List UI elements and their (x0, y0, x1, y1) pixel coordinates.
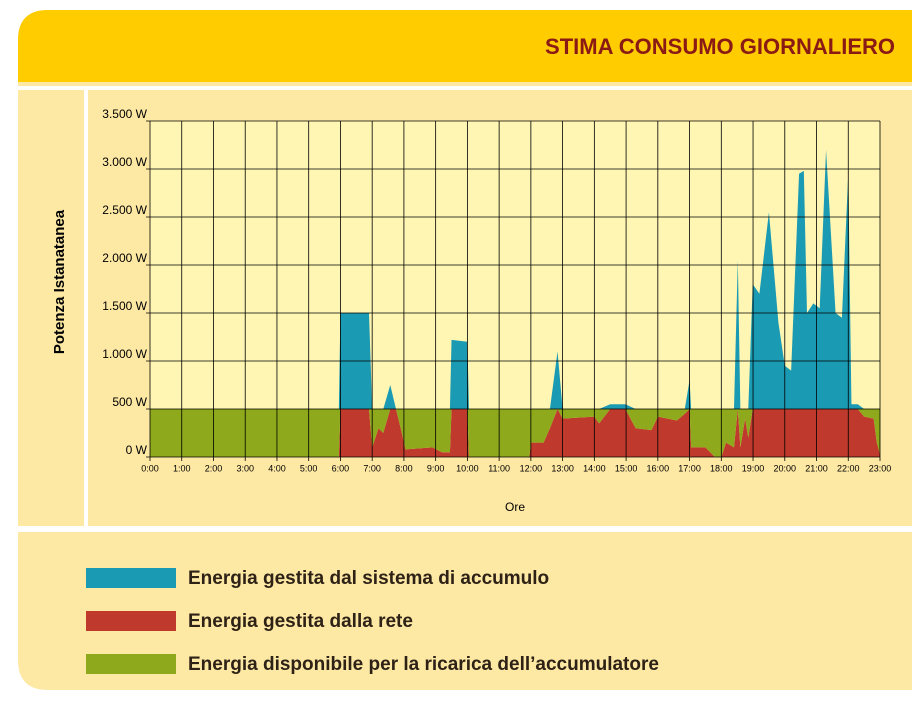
x-tick-label: 16:00 (647, 463, 670, 473)
x-tick-label: 7:00 (363, 463, 381, 473)
x-tick-label: 2:00 (205, 463, 223, 473)
y-tick-label: 3.500 W (102, 107, 147, 121)
x-tick-label: 19:00 (742, 463, 765, 473)
legend-swatch (86, 654, 176, 674)
x-tick-label: 0:00 (141, 463, 159, 473)
y-tick-label: 2.500 W (102, 203, 147, 217)
x-tick-label: 22:00 (837, 463, 860, 473)
x-tick-label: 10:00 (456, 463, 479, 473)
x-axis-label: Ore (505, 500, 525, 514)
legend-label: Energia gestita dal sistema di accumulo (188, 568, 549, 589)
x-tick-label: 3:00 (236, 463, 254, 473)
x-tick-label: 8:00 (395, 463, 413, 473)
x-tick-label: 5:00 (300, 463, 318, 473)
legend: Energia gestita dal sistema di accumulo E… (86, 568, 659, 675)
area (150, 409, 880, 457)
legend-label: Energia gestita dalla rete (188, 611, 413, 632)
grid: 0 W 500 W 1.000 W 1.500 W 2.000 W 2.500 W 3.00… (102, 107, 891, 473)
card-header (18, 10, 912, 82)
x-tick-label: 21:00 (805, 463, 828, 473)
x-tick-label: 18:00 (710, 463, 733, 473)
x-tick-label: 6:00 (332, 463, 350, 473)
x-tick-label: 13:00 (551, 463, 574, 473)
x-tick-label: 11:00 (488, 463, 510, 473)
y-tick-label: 1.000 W (102, 347, 147, 361)
x-tick-label: 1:00 (173, 463, 191, 473)
y-tick-label: 0 W (126, 443, 148, 457)
x-tick-label: 17:00 (678, 463, 701, 473)
y-tick-label: 500 W (112, 395, 147, 409)
x-tick-label: 12:00 (520, 463, 543, 473)
areas (150, 149, 880, 457)
chart-title: STIMA CONSUMO GIORNALIERO (545, 34, 895, 59)
area (150, 409, 880, 457)
area (150, 149, 880, 410)
legend-swatch (86, 568, 176, 588)
x-tick-label: 9:00 (427, 463, 445, 473)
y-tick-label: 1.500 W (102, 299, 147, 313)
x-tick-label: 15:00 (615, 463, 638, 473)
y-axis-label: Potenza Istanatanea (51, 209, 68, 354)
y-tick-label: 3.000 W (102, 155, 147, 169)
y-tick-label: 2.000 W (102, 251, 147, 265)
legend-label: Energia disponibile per la ricarica dell… (188, 654, 659, 675)
x-tick-label: 23:00 (869, 463, 892, 473)
x-tick-label: 4:00 (268, 463, 286, 473)
legend-swatch (86, 611, 176, 631)
x-tick-label: 14:00 (583, 463, 606, 473)
x-tick-label: 20:00 (774, 463, 797, 473)
